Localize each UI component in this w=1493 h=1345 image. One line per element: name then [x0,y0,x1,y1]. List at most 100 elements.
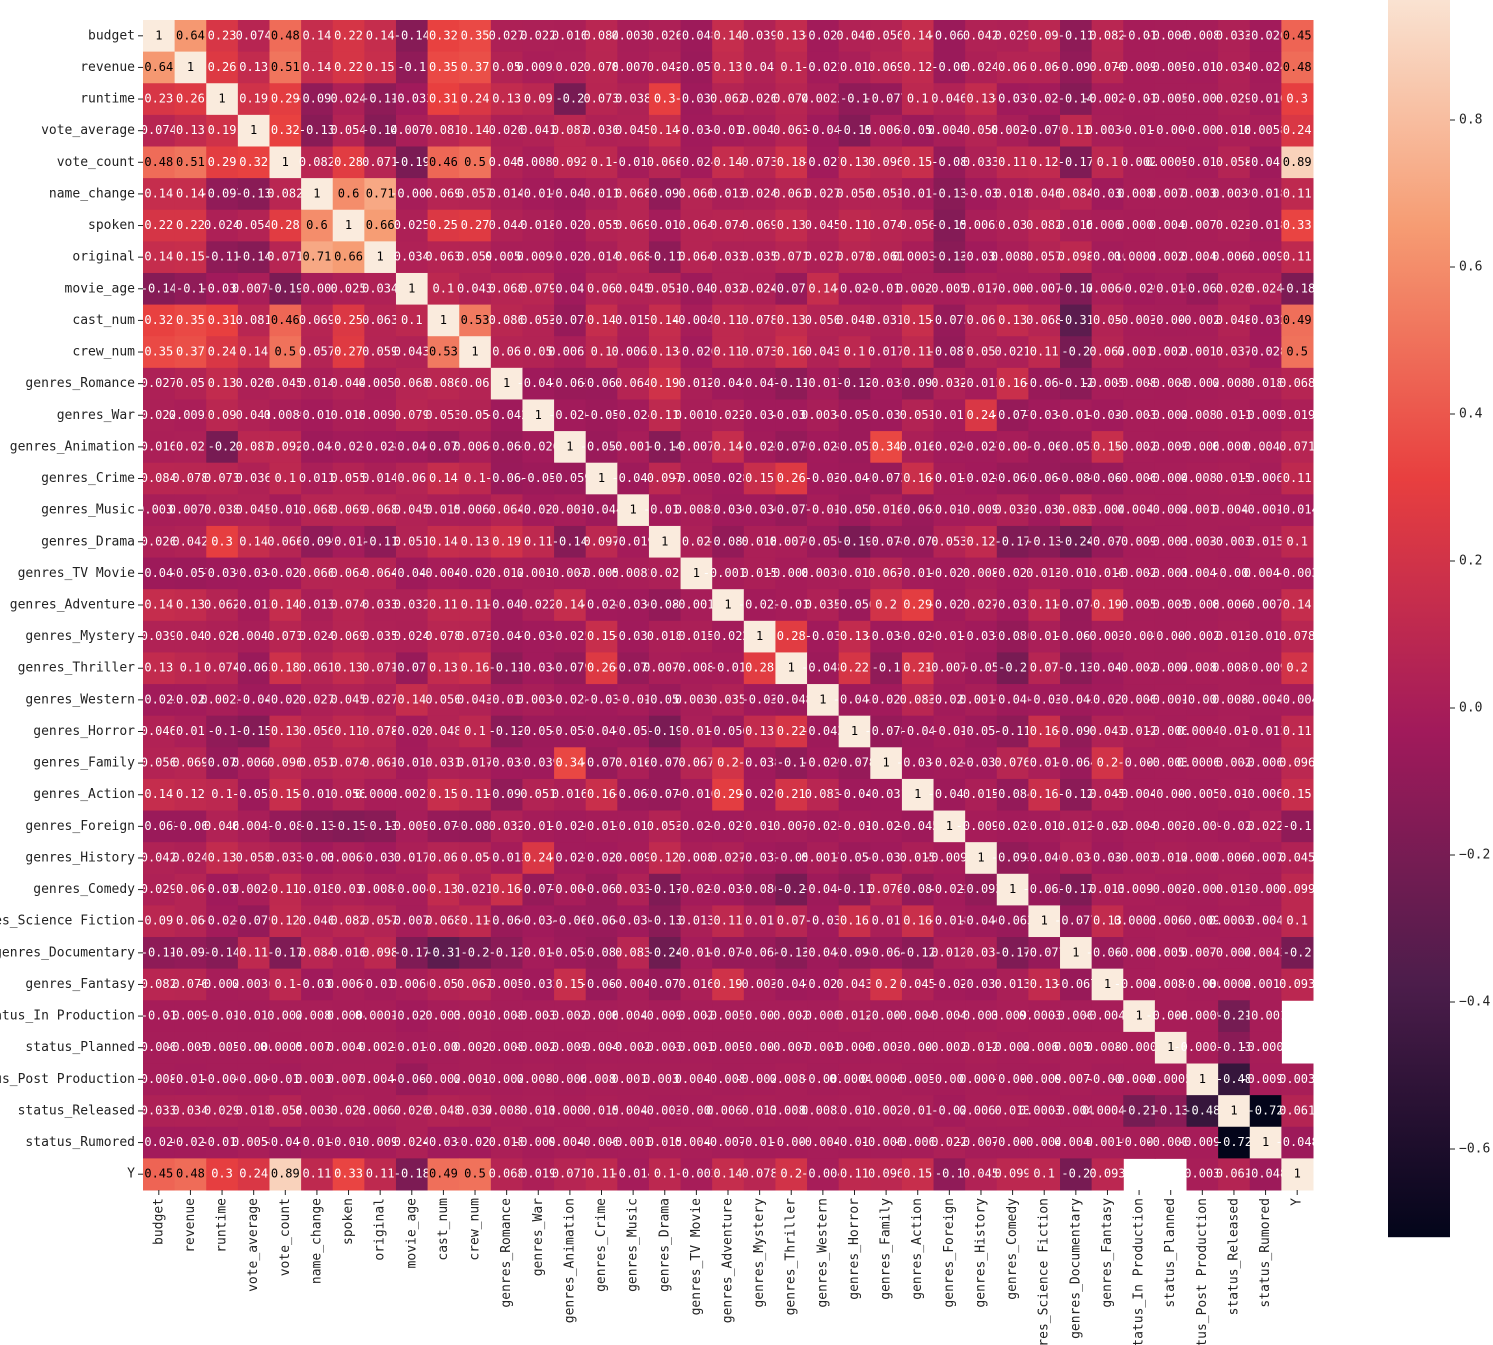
cell [1123,114,1156,147]
cell [332,146,365,179]
cell-label: 0.15 [903,1167,932,1181]
cell-label: 0.32 [144,313,173,327]
cell [648,146,682,179]
cell-label: 0.01 [176,724,205,738]
cell-label: 0.081 [425,123,461,137]
cell-label: -0.003 [675,1167,718,1181]
cell-label: 0.22 [144,218,173,232]
cell [332,304,365,337]
cell-label: 0.22 [176,218,205,232]
cell [332,83,365,116]
cell-label: 0.18 [777,155,806,169]
cell-label: 0.012 [931,945,967,959]
cell-label: 0.11 [714,313,743,327]
cell-label: -0.0061 [1145,28,1196,42]
cell-label: 0.061 [299,661,335,675]
cell [1091,146,1124,179]
cell [459,114,492,147]
cell-label: -0.013 [706,123,749,137]
cell-label: -0.042 [485,408,528,422]
y-tick-label: genres_Drama [41,534,135,549]
cell [743,272,776,306]
cell-label: -0.19 [267,281,303,295]
cell-label: 1 [471,345,478,359]
cell-label: 0.093 [1089,1167,1125,1181]
cell-label: -0.022 [801,60,844,74]
cell-label: -0.016 [675,787,718,801]
cell-label: 0.078 [583,60,619,74]
x-tick-label: genres_Comedy [1005,1198,1020,1300]
cell [585,209,618,242]
cell [174,367,207,400]
cell-label: 0.068 [1026,313,1062,327]
cell-label: 1 [313,186,320,200]
cell-label: 0.45 [144,1167,173,1181]
cell [522,178,555,211]
cell [1281,272,1314,306]
x-tick-label: genres_Music [626,1198,641,1292]
cell [617,209,650,242]
cell-label: 1 [377,250,384,264]
cell [1249,146,1282,179]
cell [712,272,745,306]
cell-label: -0.17 [1058,155,1094,169]
cell-label: 0.027 [805,250,841,264]
cell-label: -0.043 [548,186,591,200]
cell [1060,304,1093,337]
cell-label: -0.048 [1276,1135,1319,1149]
cell-label: -0.006 [1181,123,1224,137]
cell [174,146,207,179]
cell-label: 0.0055 [358,376,401,390]
cell-label: 0.013 [710,186,746,200]
cell-label: -0.048 [770,692,813,706]
cell-label: -0.041 [1244,155,1287,169]
cell-label: 0.092 [552,155,588,169]
cell [237,20,270,53]
cell [712,336,745,369]
cell [490,20,523,53]
colorbar [1388,0,1450,1238]
x-tick-label: revenue [183,1198,198,1253]
cell [490,83,523,116]
cell [269,304,302,337]
cell-label: 0.076 [995,756,1031,770]
cell [554,336,587,369]
cell-label: -0.004 [991,281,1034,295]
cell [680,51,713,84]
cell-label: 0.01 [840,566,869,580]
cell-label: 0.048 [836,313,872,327]
cell [459,20,492,53]
cell [1218,336,1251,369]
cell-label: 0.026 [236,376,272,390]
cell-label: 0.078 [1279,629,1315,643]
cell-label: 0.14 [144,186,173,200]
cell [743,209,776,242]
cell [901,178,935,211]
cell [174,272,207,306]
cell-label: -0.48 [1184,1103,1220,1117]
colorbar-tick-label: −0.2 [1459,848,1490,863]
cell-label: 0.23 [144,92,173,106]
cell-label: -0.17 [1058,281,1094,295]
cell [490,367,523,400]
cell-label: 0.45 [1283,28,1312,42]
cell [680,336,713,369]
cell-label: 0.24 [1283,123,1312,137]
cell-label: 0.043 [805,345,841,359]
cell [901,304,935,337]
cell-label: 0.098 [1058,250,1094,264]
y-tick-label: status_Post Production [0,1072,135,1087]
cell [332,272,365,306]
cell [965,178,998,211]
cell-label: 0.033 [963,155,999,169]
cell-label: -0.035 [1086,186,1129,200]
cell-label: 1 [1199,1072,1206,1086]
cell-label: -0.032 [1244,313,1287,327]
cell [1123,241,1156,274]
cell-label: -0.064 [1054,756,1097,770]
y-tick-label: genres_Family [33,756,135,771]
cell [554,51,587,84]
cell [554,241,587,274]
cell-label: -0.014 [1276,503,1319,517]
cell [1028,336,1061,369]
